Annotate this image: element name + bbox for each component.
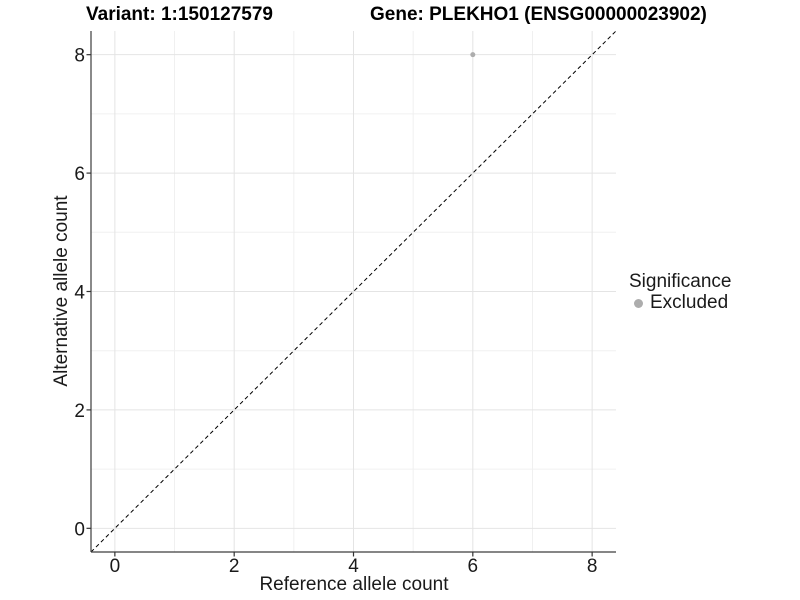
y-tick-label: 2 <box>74 401 85 422</box>
variant-title: Variant: 1:150127579 <box>86 4 273 25</box>
legend-item-label: Excluded <box>650 292 729 313</box>
x-tick-label: 4 <box>348 556 359 577</box>
y-tick-label: 6 <box>74 164 85 185</box>
data-point <box>470 52 476 58</box>
y-axis-label: Alternative allele count <box>51 195 72 387</box>
x-tick-label: 6 <box>468 556 479 577</box>
y-tick-label: 4 <box>74 283 85 304</box>
legend-title: Significance <box>629 271 732 292</box>
gene-title: Gene: PLEKHO1 (ENSG00000023902) <box>370 4 707 25</box>
x-axis-label: Reference allele count <box>259 574 449 595</box>
x-tick-label: 0 <box>110 556 121 577</box>
legend-item-excluded: Excluded <box>629 292 731 313</box>
x-tick-label: 8 <box>587 556 598 577</box>
y-tick-label: 0 <box>74 519 85 540</box>
y-tick-label: 8 <box>74 46 85 67</box>
x-tick-label: 2 <box>229 556 240 577</box>
identity-line <box>90 30 617 553</box>
excluded-marker-icon <box>634 298 643 308</box>
legend: Significance Excluded <box>629 270 731 313</box>
